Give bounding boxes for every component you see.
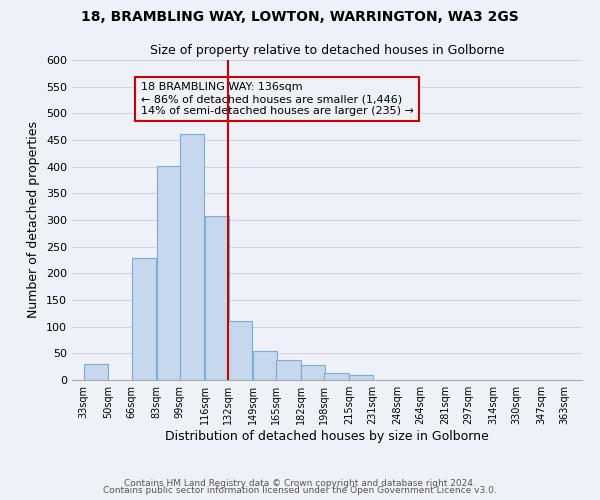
Bar	[253, 350, 277, 380]
Bar	[205, 216, 229, 380]
Bar	[157, 166, 181, 380]
Bar	[132, 258, 156, 380]
Bar	[301, 364, 325, 380]
X-axis label: Distribution of detached houses by size in Golborne: Distribution of detached houses by size …	[165, 430, 489, 443]
Bar	[180, 134, 205, 380]
Bar	[349, 374, 373, 380]
Text: 18 BRAMBLING WAY: 136sqm
← 86% of detached houses are smaller (1,446)
14% of sem: 18 BRAMBLING WAY: 136sqm ← 86% of detach…	[141, 82, 414, 116]
Bar	[84, 364, 108, 380]
Title: Size of property relative to detached houses in Golborne: Size of property relative to detached ho…	[150, 44, 504, 58]
Bar	[325, 373, 349, 380]
Text: 18, BRAMBLING WAY, LOWTON, WARRINGTON, WA3 2GS: 18, BRAMBLING WAY, LOWTON, WARRINGTON, W…	[81, 10, 519, 24]
Text: Contains HM Land Registry data © Crown copyright and database right 2024.: Contains HM Land Registry data © Crown c…	[124, 478, 476, 488]
Bar	[228, 322, 253, 380]
Text: Contains public sector information licensed under the Open Government Licence v3: Contains public sector information licen…	[103, 486, 497, 495]
Y-axis label: Number of detached properties: Number of detached properties	[28, 122, 40, 318]
Bar	[276, 360, 301, 380]
